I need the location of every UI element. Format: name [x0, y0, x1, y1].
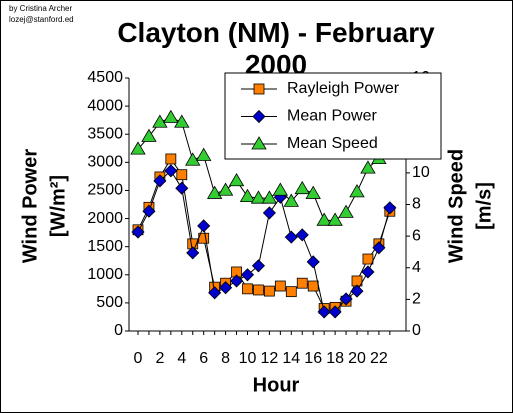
data-point — [284, 230, 298, 244]
x-tick-label: 14 — [282, 350, 300, 367]
data-point — [316, 212, 332, 226]
data-point — [294, 180, 310, 195]
data-point — [242, 283, 253, 295]
data-point — [208, 286, 222, 300]
data-point — [163, 109, 179, 123]
legend-marker — [252, 109, 266, 124]
y2-tick-label: 8 — [412, 196, 421, 213]
data-point — [307, 280, 319, 292]
data-point — [185, 152, 201, 166]
chart-title: Clayton (NM) - February 2000 — [117, 17, 435, 80]
y-tick-label: 1500 — [87, 238, 123, 255]
data-point — [296, 277, 308, 289]
y-tick-label: 2500 — [87, 182, 123, 199]
legend-marker — [251, 136, 267, 150]
data-point — [263, 285, 275, 297]
x-tick-label: 22 — [370, 350, 388, 367]
credit: by Cristina Archer — [9, 4, 72, 13]
data-point — [131, 225, 145, 239]
data-point — [305, 185, 321, 199]
data-point — [219, 281, 233, 295]
data-point — [306, 255, 320, 269]
y-tick-label: 3000 — [87, 154, 123, 171]
data-point — [262, 206, 276, 220]
credit: lozej@stanford.ed — [9, 15, 74, 24]
legend-label: Mean Speed — [287, 135, 378, 152]
legend-label: Mean Power — [287, 108, 377, 125]
data-point — [197, 219, 211, 233]
x-axis-label: Hour — [253, 374, 300, 396]
y-tick-label: 500 — [96, 294, 123, 311]
y-tick-label: 3500 — [87, 125, 123, 142]
x-tick-label: 16 — [304, 350, 322, 367]
data-point — [142, 204, 156, 218]
y-tick-label: 1000 — [87, 266, 123, 283]
data-point — [240, 268, 255, 282]
data-point — [217, 182, 234, 196]
data-point — [349, 184, 365, 198]
y2-tick-label: 2 — [412, 291, 421, 308]
data-point — [327, 212, 343, 226]
data-point — [362, 253, 374, 265]
x-tick-label: 10 — [239, 350, 257, 367]
y-tick-label: 4000 — [87, 97, 123, 114]
data-point — [175, 181, 189, 195]
data-point — [338, 204, 354, 218]
data-point — [339, 292, 353, 306]
data-point — [176, 169, 188, 181]
data-point — [228, 172, 245, 187]
y2-tick-label: 10 — [412, 164, 430, 181]
x-tick-label: 4 — [177, 350, 186, 367]
legend-label: Rayleigh Power — [287, 80, 400, 97]
data-point — [283, 193, 299, 207]
x-tick-label: 12 — [261, 350, 279, 367]
data-point — [253, 284, 264, 296]
data-point — [250, 190, 267, 204]
data-point — [174, 114, 190, 128]
x-tick-label: 0 — [134, 350, 143, 367]
data-point — [239, 188, 256, 202]
data-point — [285, 286, 297, 298]
y-axis-label: [W/m²] — [47, 175, 69, 237]
data-point — [295, 228, 309, 242]
legend-marker — [253, 83, 265, 95]
data-point — [361, 265, 375, 279]
y-tick-label: 2000 — [87, 210, 123, 227]
x-tick-label: 2 — [155, 350, 164, 367]
data-point — [229, 274, 244, 288]
y-axis-label: Wind Power — [19, 149, 41, 263]
data-point — [164, 164, 178, 178]
data-point — [251, 259, 266, 273]
y-tick-label: 4500 — [87, 69, 123, 86]
data-point — [274, 280, 286, 292]
x-tick-label: 6 — [199, 350, 208, 367]
data-point — [165, 153, 177, 165]
x-tick-label: 8 — [221, 350, 230, 367]
y2-axis-label: Wind Speed — [445, 149, 467, 263]
y2-axis-label: [m/s] — [473, 182, 495, 230]
y2-tick-label: 4 — [412, 259, 421, 276]
data-point — [317, 305, 331, 319]
data-point — [152, 114, 168, 128]
data-point — [328, 305, 342, 319]
data-point — [141, 128, 157, 142]
data-point — [153, 174, 167, 188]
data-point — [383, 201, 397, 215]
data-point — [372, 241, 386, 255]
y2-tick-label: 0 — [412, 322, 421, 339]
y2-tick-label: 6 — [412, 227, 421, 244]
data-point — [261, 190, 278, 204]
data-point — [186, 246, 200, 260]
x-tick-label: 20 — [348, 350, 366, 367]
data-point — [130, 141, 146, 155]
y-tick-label: 0 — [114, 322, 123, 339]
data-point — [196, 147, 212, 161]
data-point — [360, 160, 376, 174]
x-tick-label: 18 — [326, 350, 344, 367]
data-point — [350, 284, 364, 298]
data-point — [272, 182, 289, 196]
